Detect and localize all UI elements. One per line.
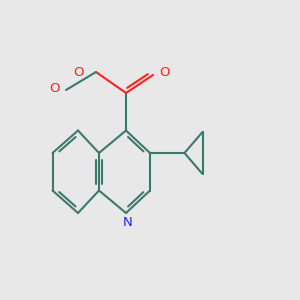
Text: O: O (159, 65, 169, 79)
Text: N: N (123, 216, 132, 229)
Text: O: O (74, 65, 84, 79)
Text: O: O (50, 82, 60, 95)
